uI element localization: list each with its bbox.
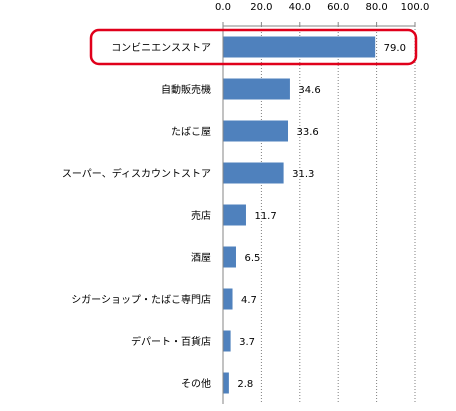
bar [223,288,233,310]
category-labels: コンビニエンスストア自動販売機たばこ屋スーパー、ディスカウントストア売店酒屋シガ… [62,42,211,390]
data-labels: 79.0 34.6 33.6 31.3 11.7 6.5 4.7 3.7 2.8 [237,43,406,390]
bar [223,246,236,268]
data-label: 33.6 [297,127,319,138]
bars [223,36,376,394]
bar [223,78,290,100]
x-tick-label: 60.0 [327,2,349,13]
category-label: コンビニエンスストア [111,42,211,54]
data-label: 4.7 [241,295,257,306]
category-label: 自動販売機 [161,83,211,96]
category-label: 売店 [191,209,211,222]
highlight-box [89,28,418,66]
data-label: 11.7 [254,211,276,222]
x-axis: 0.0 20.0 40.0 60.0 80.0 100.0 [215,2,429,404]
bar [223,36,376,58]
data-label: 34.6 [298,85,320,96]
category-label: シガーショップ・たばこ専門店 [71,293,211,306]
category-label: 酒屋 [191,252,211,264]
category-label: スーパー、ディスカウントストア [62,167,211,180]
data-label: 2.8 [237,379,253,390]
data-label: 79.0 [384,43,406,54]
bar [223,162,284,184]
data-label: 31.3 [292,169,314,180]
bar [223,204,246,226]
x-tick-label: 100.0 [401,2,430,13]
grid-lines [260,26,416,404]
x-tick-label: 0.0 [215,2,231,13]
data-label: 3.7 [239,337,255,348]
data-label: 6.5 [244,253,260,264]
bar [223,330,231,352]
category-label: その他 [181,377,211,390]
x-tick-label: 80.0 [365,2,387,13]
x-tick-label: 40.0 [289,2,311,13]
bar [223,120,289,142]
category-label: デパート・百貨店 [131,335,211,348]
category-label: たばこ屋 [171,126,211,138]
bar [223,372,229,394]
x-tick-label: 20.0 [250,2,272,13]
